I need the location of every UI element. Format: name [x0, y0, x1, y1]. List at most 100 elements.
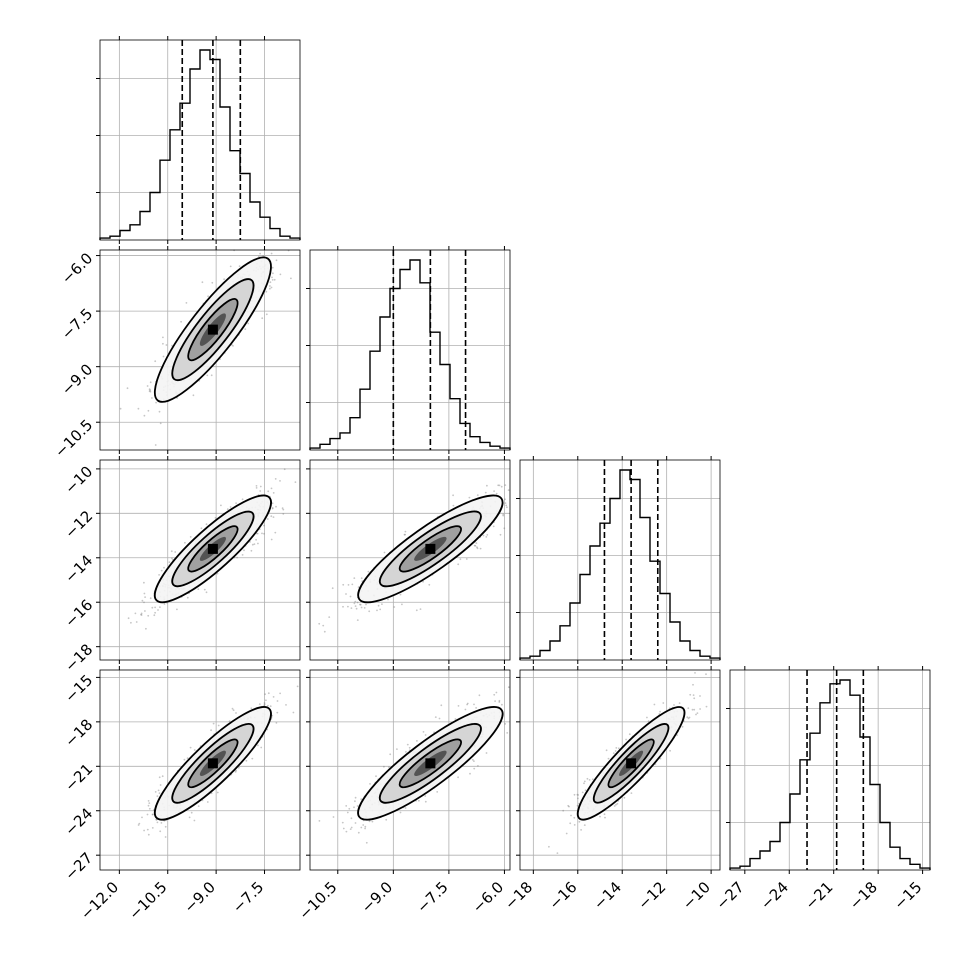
- scatter-point: [693, 697, 696, 700]
- scatter-point: [149, 389, 152, 392]
- scatter-point: [140, 614, 143, 616]
- scatter-point: [342, 605, 344, 608]
- scatter-point: [211, 281, 214, 284]
- scatter-point: [576, 793, 579, 796]
- panel-frame-2-0: [99, 459, 301, 661]
- scatter-point: [148, 390, 151, 392]
- scatter-point: [206, 801, 209, 803]
- scatter-point: [318, 820, 321, 822]
- scatter-point: [251, 543, 254, 546]
- scatter-point: [569, 822, 572, 825]
- ytick-label-3-3: −18: [61, 715, 96, 750]
- scatter-point: [162, 336, 164, 339]
- scatter-point: [176, 608, 178, 611]
- xtick-label-3-0: −27: [713, 878, 748, 913]
- scatter-point: [226, 508, 229, 511]
- xtick-label-2-4: −10: [679, 878, 714, 913]
- scatter-point: [476, 547, 479, 550]
- scatter-point: [164, 825, 167, 828]
- scatter-point: [473, 760, 475, 762]
- scatter-point: [228, 720, 231, 723]
- scatter-point: [322, 624, 325, 627]
- scatter-point: [146, 813, 149, 816]
- scatter-point: [360, 798, 363, 801]
- xtick-label-0-3: −7.5: [229, 878, 267, 916]
- scatter-point: [266, 518, 269, 520]
- scatter-point: [419, 608, 422, 610]
- scatter-point: [282, 508, 285, 511]
- scatter-point: [669, 749, 671, 752]
- scatter-point: [217, 724, 220, 727]
- panel-3-3: −27 −24 −21 −18 −15: [713, 666, 931, 913]
- scatter-point: [235, 712, 237, 714]
- scatter-point: [255, 538, 257, 541]
- scatter-point: [262, 255, 264, 257]
- scatter-point: [272, 272, 274, 275]
- scatter-point: [612, 752, 615, 754]
- scatter-point: [269, 281, 272, 284]
- scatter-point: [229, 506, 232, 508]
- xtick-label-2-2: −14: [590, 878, 625, 913]
- scatter-point: [693, 708, 696, 711]
- scatter-point: [360, 577, 363, 580]
- scatter-point: [257, 542, 259, 545]
- scatter-point: [290, 277, 292, 280]
- scatter-point: [502, 514, 505, 517]
- scatter-point: [265, 699, 267, 702]
- scatter-point: [353, 806, 355, 809]
- scatter-point: [210, 729, 213, 732]
- scatter-point: [350, 817, 353, 820]
- scatter-point: [229, 265, 232, 268]
- ytick-label-2-3: −12: [61, 507, 96, 542]
- scatter-point: [205, 591, 208, 594]
- scatter-point: [584, 789, 587, 792]
- ytick-label-1-3: −6.0: [58, 249, 96, 287]
- scatter-point: [275, 259, 278, 262]
- scatter-point: [466, 703, 468, 706]
- scatter-point: [151, 827, 154, 829]
- scatter-point: [676, 734, 678, 736]
- scatter-point: [190, 811, 193, 814]
- scatter-point: [457, 776, 459, 779]
- scatter-point: [158, 410, 161, 413]
- scatter-point: [628, 733, 631, 736]
- scatter-point: [434, 716, 437, 718]
- scatter-point: [275, 722, 278, 724]
- scatter-point: [149, 597, 152, 600]
- scatter-point: [678, 702, 681, 704]
- scatter-point: [350, 607, 353, 609]
- scatter-point: [383, 765, 385, 768]
- scatter-point: [404, 533, 406, 536]
- scatter-point: [568, 805, 570, 808]
- scatter-point: [265, 290, 268, 293]
- scatter-point: [507, 686, 510, 689]
- scatter-point: [502, 513, 505, 516]
- scatter-point: [188, 816, 191, 819]
- scatter-point: [197, 588, 200, 590]
- scatter-point: [186, 757, 189, 760]
- scatter-point: [617, 747, 620, 750]
- scatter-point: [255, 487, 258, 489]
- scatter-point: [154, 360, 157, 363]
- scatter-point: [154, 611, 157, 614]
- scatter-point: [436, 791, 439, 793]
- density-peak-3-2: [626, 758, 637, 769]
- histogram-step-0: [99, 49, 301, 240]
- panel-2-2: [516, 456, 721, 664]
- xtick-label-2-0: −18: [501, 878, 536, 913]
- xtick-label-0-2: −9.0: [180, 878, 218, 916]
- scatter-point: [264, 693, 266, 696]
- panel-0-0: [96, 36, 301, 244]
- panel-frame-2-2: [519, 459, 721, 661]
- scatter-point: [258, 703, 261, 705]
- scatter-point: [279, 273, 282, 276]
- scatter-point: [156, 795, 159, 797]
- scatter-point: [548, 845, 550, 848]
- scatter-point: [499, 533, 502, 536]
- scatter-point: [630, 792, 633, 794]
- scatter-point: [144, 596, 147, 598]
- scatter-point: [345, 830, 348, 833]
- scatter-point: [318, 622, 321, 625]
- scatter-point: [692, 694, 695, 696]
- scatter-point: [493, 693, 496, 696]
